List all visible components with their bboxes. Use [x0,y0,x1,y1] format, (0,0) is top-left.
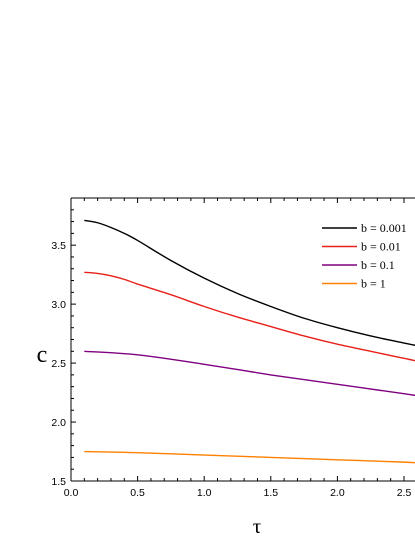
y-tick-label: 2.5 [51,358,66,370]
series-line-3 [84,350,415,397]
y-tick-label: 1.5 [51,476,66,488]
series-line-1 [84,219,415,346]
y-axis-title: c [37,342,48,368]
series-layer [84,219,415,464]
axes: 0.0 0.5 1.0 1.5 2.0 2.5 1.5 2.0 2.5 3.0 3.5 [51,197,415,499]
legend-label-1: b = 0.001 [361,221,407,235]
legend-label-3: b = 0.1 [361,258,395,272]
x-tick-label: 0.0 [64,487,79,499]
x-tick-label: 1.0 [197,487,212,499]
series-line-2 [84,271,415,362]
x-axis-title: τ [253,514,261,537]
x-tick-label: 2.5 [397,487,412,499]
legend: b = 0.001 b = 0.01 b = 0.1 b = 1 [322,221,407,291]
series-line-4 [84,450,415,464]
y-tick-label: 3.5 [51,240,66,252]
y-tick-label: 2.0 [51,417,66,429]
legend-label-4: b = 1 [361,277,386,291]
legend-label-2: b = 0.01 [361,240,401,254]
y-tick-label: 3.0 [51,299,66,311]
x-tick-label: 0.5 [130,487,145,499]
x-tick-label: 2.0 [330,487,345,499]
x-tick-label: 1.5 [263,487,278,499]
